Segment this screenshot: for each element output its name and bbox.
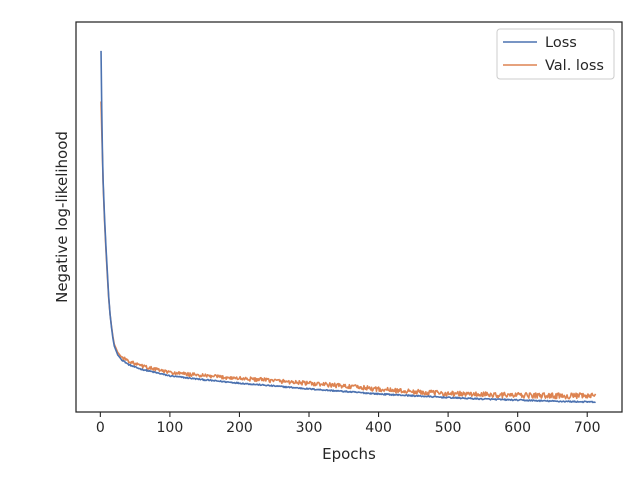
y-axis-label: Negative log-likelihood xyxy=(53,131,71,303)
legend-label-loss: Loss xyxy=(545,35,577,51)
x-tick-label: 500 xyxy=(435,420,462,436)
series-group xyxy=(100,50,597,404)
x-tick-label: 0 xyxy=(96,420,105,436)
x-tick-label: 100 xyxy=(157,420,184,436)
legend: Loss Val. loss xyxy=(496,28,615,80)
x-tick-label: 300 xyxy=(296,420,323,436)
series-line-loss xyxy=(100,50,596,404)
series-line-val-loss xyxy=(100,101,597,400)
plot-area xyxy=(75,21,623,413)
x-tick-label: 400 xyxy=(365,420,392,436)
legend-label-val-loss: Val. loss xyxy=(545,58,604,74)
x-axis-label: Epochs xyxy=(322,445,376,463)
x-tick-label: 700 xyxy=(574,420,601,436)
x-tick-label: 600 xyxy=(504,420,531,436)
x-tick-label: 200 xyxy=(226,420,253,436)
x-axis-ticks: 0 100 200 300 400 500 600 700 xyxy=(96,412,601,436)
